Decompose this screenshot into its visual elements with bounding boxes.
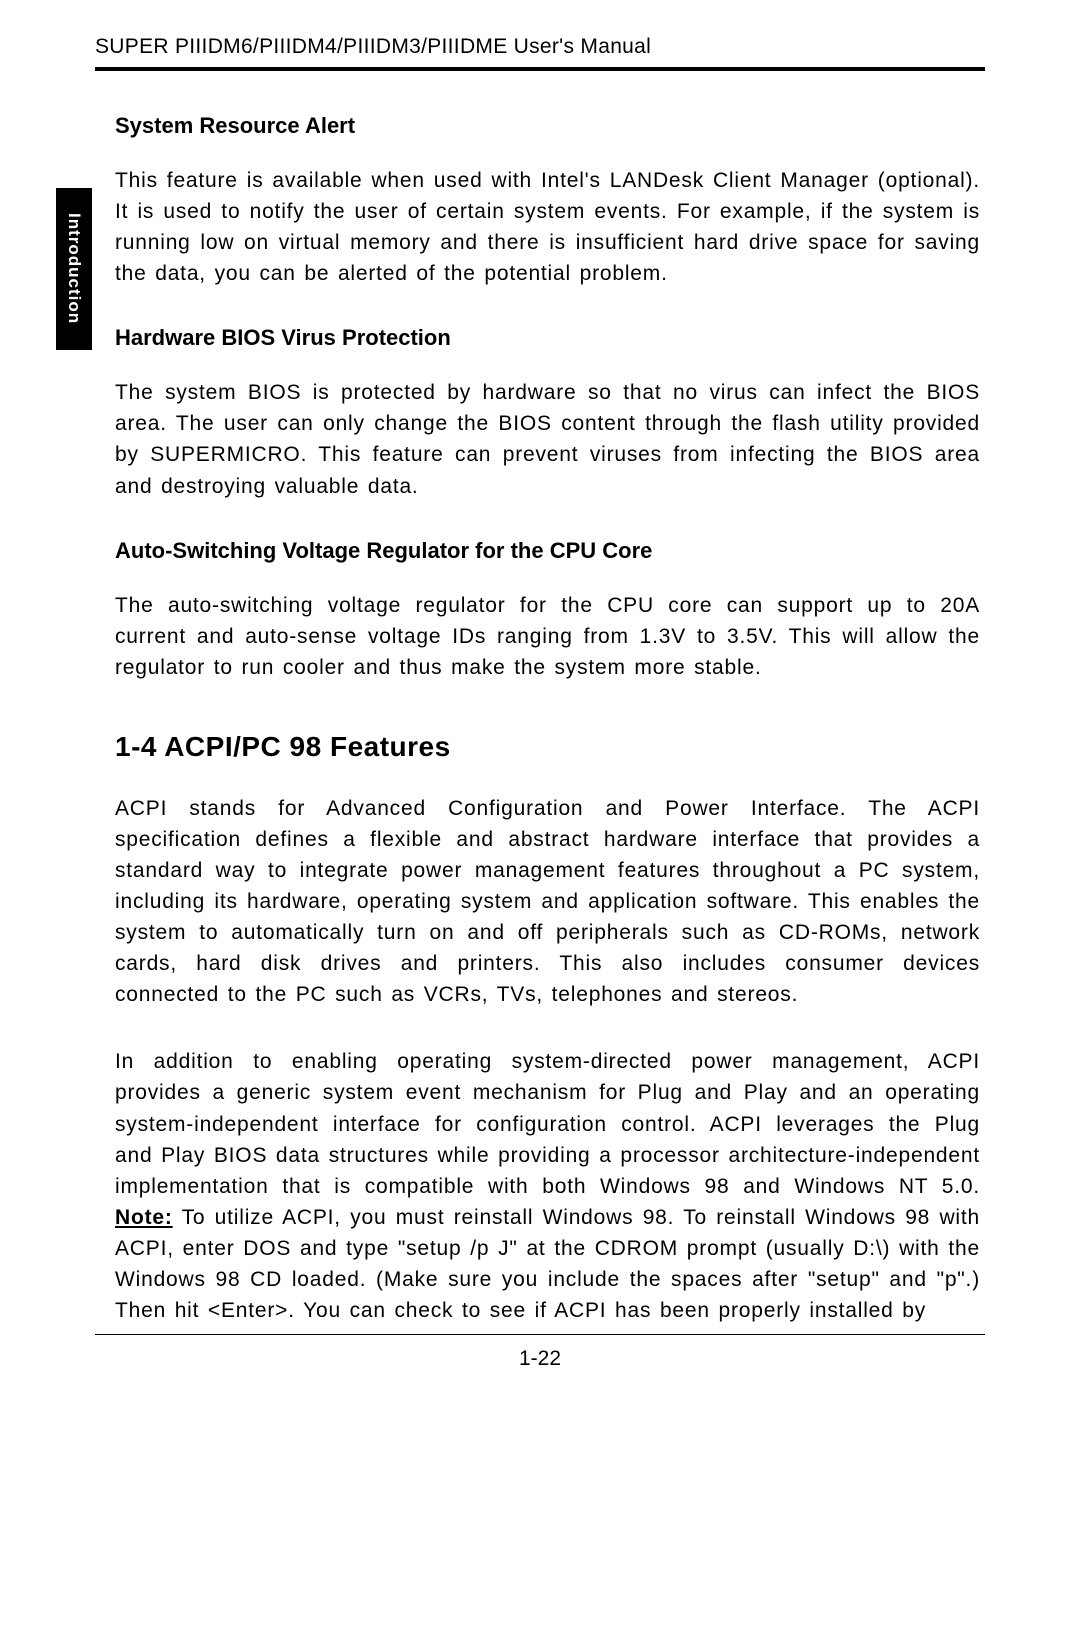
page-header: SUPER PIIIDM6/PIIIDM4/PIIIDM3/PIIIDME Us… <box>95 35 985 71</box>
footer-rule <box>95 1334 985 1335</box>
section-title-acpi: 1-4 ACPI/PC 98 Features <box>115 731 980 763</box>
page-number: 1-22 <box>95 1347 985 1371</box>
body-acpi-para2: In addition to enabling operating system… <box>115 1046 980 1326</box>
note-label: Note: <box>115 1206 173 1229</box>
side-tab-label: Introduction <box>64 213 84 324</box>
body-system-resource-alert: This feature is available when used with… <box>115 165 980 289</box>
content-area: System Resource Alert This feature is av… <box>95 113 985 1326</box>
body-acpi-para1: ACPI stands for Advanced Configuration a… <box>115 793 980 1011</box>
body-voltage-regulator: The auto-switching voltage regulator for… <box>115 590 980 683</box>
header-text: SUPER PIIIDM6/PIIIDM4/PIIIDM3/PIIIDME Us… <box>95 35 651 58</box>
para2-before: In addition to enabling operating system… <box>115 1050 980 1197</box>
subheading-voltage-regulator: Auto-Switching Voltage Regulator for the… <box>115 538 980 564</box>
para2-after: To utilize ACPI, you must reinstall Wind… <box>115 1206 980 1322</box>
subheading-system-resource-alert: System Resource Alert <box>115 113 980 139</box>
side-tab-introduction: Introduction <box>56 188 92 350</box>
body-bios-virus: The system BIOS is protected by hardware… <box>115 377 980 501</box>
subheading-bios-virus: Hardware BIOS Virus Protection <box>115 325 980 351</box>
